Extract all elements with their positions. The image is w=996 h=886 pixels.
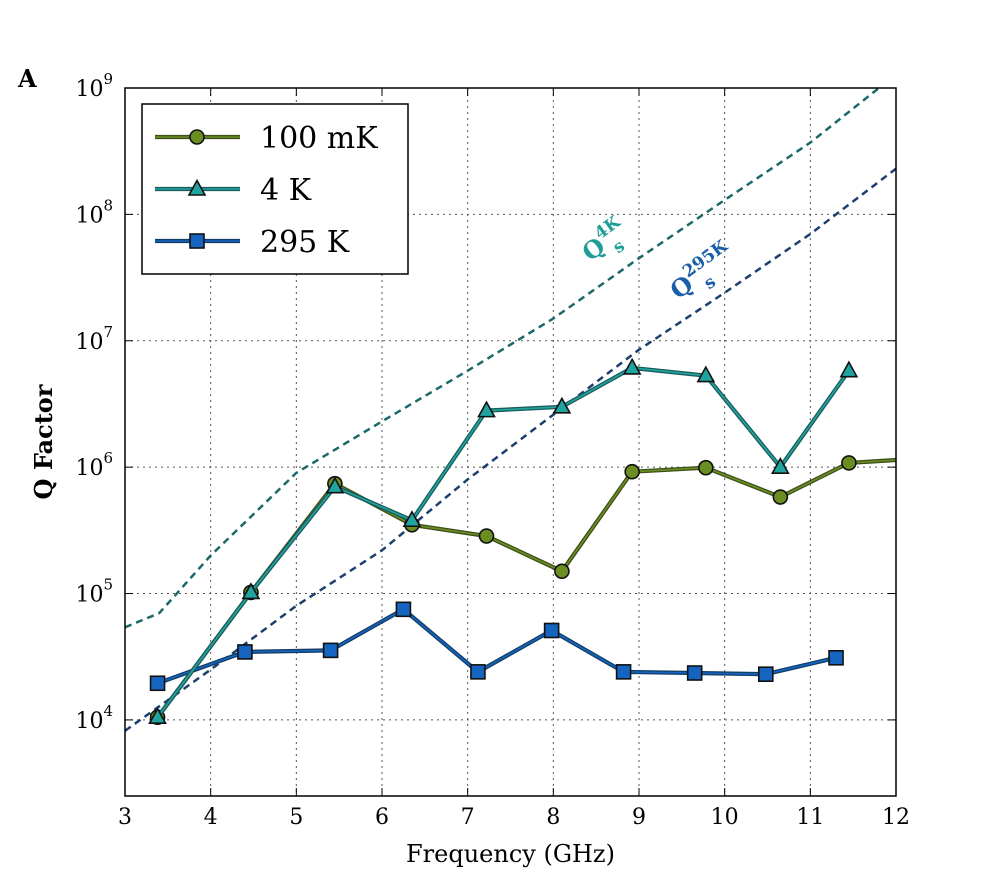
x-tick-label: 7 — [461, 805, 475, 830]
x-tick-label: 12 — [882, 805, 910, 830]
series-4-k-point — [839, 360, 859, 378]
series-295-k-point — [615, 664, 632, 680]
plot-frame — [124, 87, 897, 797]
x-tick-label: 5 — [289, 805, 303, 830]
series-295-k-line-outer — [156, 606, 837, 686]
series-4-k-point — [696, 365, 716, 383]
y-tick-label: 107 — [75, 323, 113, 355]
series-100-mk — [149, 455, 896, 726]
y-tick-label: 105 — [75, 576, 113, 608]
series-100-mk-point — [772, 489, 789, 505]
x-tick-label: 6 — [375, 805, 389, 830]
series-4-k-point — [770, 456, 790, 474]
series-100-mk-point — [698, 459, 714, 476]
series-4-k — [148, 357, 859, 725]
x-tick-label: 3 — [118, 805, 132, 830]
legend-295-k-marker — [189, 233, 205, 249]
x-tick-label: 11 — [796, 805, 824, 830]
surface-q-curves — [125, 88, 896, 732]
series-295-k-point — [828, 650, 844, 666]
series-4-k-point — [402, 510, 422, 528]
series-100-mk-point — [554, 563, 570, 580]
y-tick-label: 106 — [75, 449, 113, 481]
series-295-k — [149, 601, 844, 692]
y-tick-label: 108 — [75, 196, 113, 228]
curve-4k-line — [125, 88, 880, 629]
series-4-k-point — [325, 476, 345, 494]
y-tick-label: 104 — [75, 702, 113, 734]
x-tick-label: 4 — [204, 805, 218, 830]
axis-ticks: 3 4 5 6 7 8 9 10 11 12 104 105 106 107 108 109 — [75, 70, 910, 830]
panel-label: A — [17, 64, 37, 93]
series-295-k-point — [237, 644, 253, 660]
series-295-k-point — [757, 666, 774, 682]
series-295-k-point — [470, 664, 486, 680]
series-4-k-point — [241, 582, 261, 600]
series-100-mk-point — [624, 463, 640, 480]
series-4-k-line — [156, 367, 850, 718]
legend-4-k-label: 4 K — [260, 173, 312, 208]
series-100-mk-point — [478, 528, 495, 544]
series-100-mk-point — [841, 455, 857, 471]
y-axis-label: Q Factor — [29, 384, 58, 499]
x-tick-label: 9 — [632, 805, 646, 830]
x-tick-label: 8 — [546, 805, 560, 830]
legend-100-mk-label: 100 mK — [260, 121, 378, 156]
series-4-k-point — [552, 396, 572, 414]
data-series — [148, 357, 896, 726]
series-295-k-point — [149, 675, 166, 692]
series-295-k-line — [157, 608, 837, 685]
series-295-k-point — [395, 601, 412, 618]
curve-295k-line — [125, 167, 896, 732]
curve-295k-label: Q295Ks — [662, 236, 745, 313]
x-axis-label: Frequency (GHz) — [406, 840, 615, 868]
series-4-k-point — [622, 357, 642, 375]
series-4-k-point — [148, 707, 167, 725]
series-295-k-point — [686, 665, 703, 681]
legend: 100 mK 4 K 295 K — [141, 103, 409, 275]
series-295-k-point — [543, 622, 560, 639]
legend-100-mk-marker — [189, 129, 205, 145]
series-295-k-point — [322, 642, 339, 659]
series-4-k-point — [477, 400, 496, 418]
legend-4-k-marker — [187, 178, 207, 196]
y-tick-label: 109 — [75, 70, 113, 102]
legend-295-k-label: 295 K — [260, 225, 350, 260]
x-tick-label: 10 — [711, 805, 739, 830]
